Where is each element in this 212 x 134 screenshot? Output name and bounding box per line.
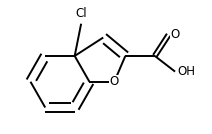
Text: O: O <box>170 28 180 41</box>
Text: OH: OH <box>177 65 195 78</box>
Text: Cl: Cl <box>75 7 87 20</box>
Text: O: O <box>110 75 119 88</box>
